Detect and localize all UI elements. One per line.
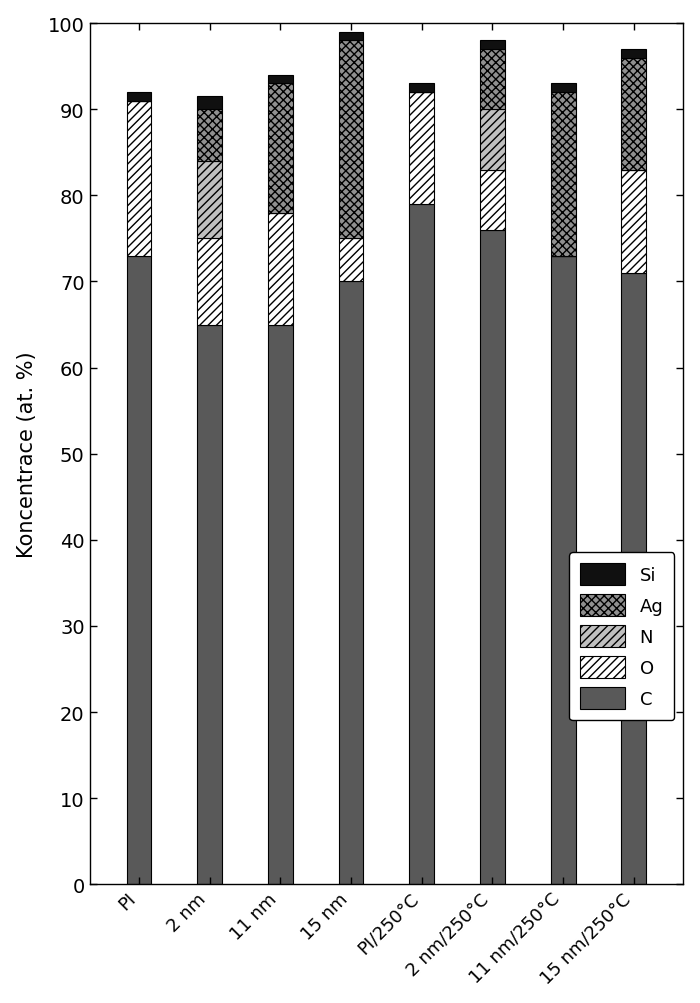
Y-axis label: Koncentrace (at. %): Koncentrace (at. %) [17,351,36,558]
Bar [268,214,293,325]
Bar [197,110,222,161]
Bar [622,50,646,58]
Bar [622,274,646,885]
Bar [268,76,293,84]
Bar [551,93,575,257]
Bar [339,33,363,41]
Bar [197,97,222,110]
Legend: Si, Ag, N, O, C: Si, Ag, N, O, C [569,553,674,720]
Bar [339,239,363,282]
Bar [127,93,151,101]
Bar [339,41,363,239]
Bar [551,84,575,93]
Bar [480,171,505,231]
Bar [197,239,222,325]
Bar [480,50,505,110]
Bar [127,257,151,885]
Bar [197,325,222,885]
Bar [197,161,222,239]
Bar [480,231,505,885]
Bar [622,171,646,274]
Bar [339,282,363,885]
Bar [480,41,505,50]
Bar [551,257,575,885]
Bar [410,205,434,885]
Bar [268,84,293,214]
Bar [480,110,505,171]
Bar [410,93,434,205]
Bar [268,325,293,885]
Bar [127,101,151,257]
Bar [622,58,646,171]
Bar [410,84,434,93]
